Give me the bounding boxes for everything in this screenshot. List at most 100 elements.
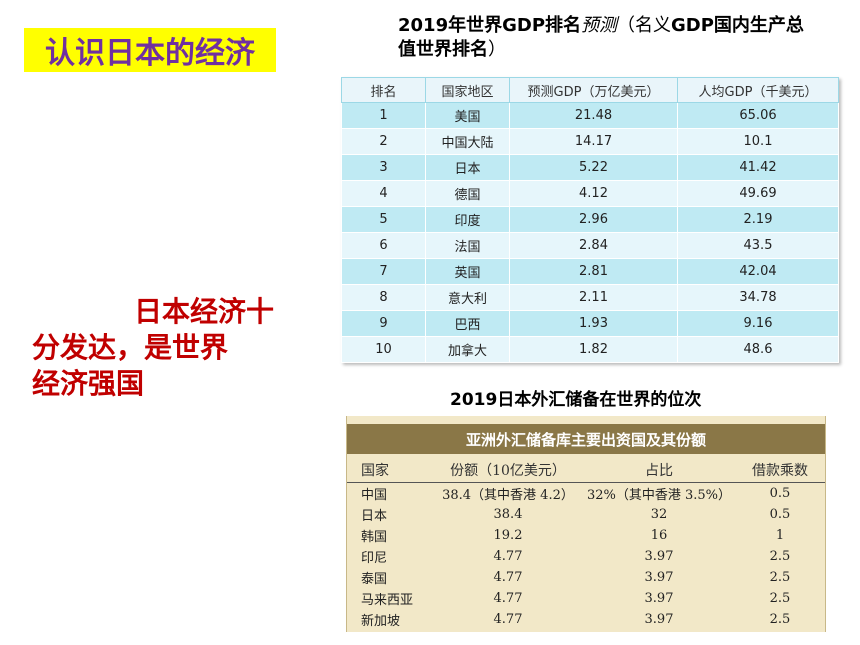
- table-cell: 新加坡: [361, 614, 401, 629]
- table-row: 10 加拿大 1.82 48.6: [341, 336, 839, 363]
- column-header: 预测GDP（万亿美元）: [509, 77, 678, 103]
- gdp-heading-part-3: GDP国内生产总值世界排名: [398, 15, 804, 60]
- table-cell: 4: [341, 180, 426, 207]
- column-header: 排名: [341, 77, 426, 103]
- table-row: 2 中国大陆 14.17 10.1: [341, 128, 839, 155]
- table-cell: 4.77: [493, 612, 523, 627]
- table-cell: 3.97: [644, 591, 674, 606]
- table-cell: 2.5: [769, 570, 791, 585]
- table-cell: 5.22: [509, 154, 678, 181]
- table-cell: 32%（其中香港 3.5%）: [586, 488, 732, 503]
- table-cell: 2.19: [677, 206, 839, 233]
- table-cell: 9.16: [677, 310, 839, 337]
- table-cell: 加拿大: [425, 336, 510, 363]
- table-cell: 2.5: [769, 591, 791, 606]
- table-cell: 中国: [361, 488, 388, 503]
- table-row: 1 美国 21.48 65.06: [341, 102, 839, 129]
- table-cell: 印尼: [361, 551, 388, 566]
- table-cell: 2.5: [769, 549, 791, 564]
- fx-table-heading: 2019日本外汇储备在世界的位次: [450, 390, 702, 410]
- table-cell: 5: [341, 206, 426, 233]
- table-cell: 2: [341, 128, 426, 155]
- table-row: 马来西亚 4.77 3.97 2.5: [347, 588, 825, 609]
- table-row: 8 意大利 2.11 34.78: [341, 284, 839, 311]
- table-cell: 泰国: [361, 572, 388, 587]
- table-cell: 4.77: [493, 549, 523, 564]
- table-cell: 2.81: [509, 258, 678, 285]
- gdp-heading-part-1: 2019年世界GDP排名: [398, 15, 582, 36]
- table-row: 3 日本 5.22 41.42: [341, 154, 839, 181]
- table-cell: 法国: [425, 232, 510, 259]
- table-cell: 3.97: [644, 570, 674, 585]
- table-header-row: 国家 份额（10亿美元） 占比 借款乘数: [347, 458, 825, 483]
- column-header: 份额（10亿美元）: [433, 458, 583, 483]
- table-row: 4 德国 4.12 49.69: [341, 180, 839, 207]
- table-cell: 美国: [425, 102, 510, 129]
- table-cell: 1.93: [509, 310, 678, 337]
- table-cell: 2.5: [769, 612, 791, 627]
- table-cell: 1: [341, 102, 426, 129]
- table-cell: 6: [341, 232, 426, 259]
- table-cell: 65.06: [677, 102, 839, 129]
- table-cell: 意大利: [425, 284, 510, 311]
- table-row: 9 巴西 1.93 9.16: [341, 310, 839, 337]
- table-cell: 43.5: [677, 232, 839, 259]
- table-cell: 41.42: [677, 154, 839, 181]
- column-header: 国家: [347, 458, 433, 483]
- table-cell: 1.82: [509, 336, 678, 363]
- table-cell: 日本: [361, 509, 388, 524]
- table-cell: 2.96: [509, 206, 678, 233]
- table-cell: 3.97: [644, 549, 674, 564]
- gdp-heading-italic: 预测: [581, 15, 618, 36]
- table-row: 5 印度 2.96 2.19: [341, 206, 839, 233]
- table-row: 7 英国 2.81 42.04: [341, 258, 839, 285]
- table-row: 韩国 19.2 16 1: [347, 525, 825, 546]
- table-cell: 1: [775, 528, 785, 543]
- table-cell: 21.48: [509, 102, 678, 129]
- gdp-heading-part-4: ）: [488, 39, 506, 60]
- column-header: 借款乘数: [735, 458, 825, 483]
- slogan-text: 日本经济十 分发达，是世界 经济强国: [32, 294, 274, 402]
- table-cell: 4.12: [509, 180, 678, 207]
- table-cell: 9: [341, 310, 426, 337]
- column-header: 人均GDP（千美元）: [677, 77, 839, 103]
- page-title: 认识日本的经济: [24, 28, 276, 72]
- table-cell: 32: [650, 507, 668, 522]
- table-cell: 巴西: [425, 310, 510, 337]
- slogan-line-2: 分发达，是世界: [32, 331, 229, 364]
- table-cell: 印度: [425, 206, 510, 233]
- gdp-table-heading: 2019年世界GDP排名预测（名义GDP国内生产总值世界排名）: [398, 14, 818, 62]
- table-cell: 德国: [425, 180, 510, 207]
- table-cell: 4.77: [493, 570, 523, 585]
- table-cell: 韩国: [361, 530, 388, 545]
- slogan-line-3: 经济强国: [32, 367, 145, 400]
- column-header: 国家地区: [425, 77, 510, 103]
- table-cell: 16: [650, 528, 668, 543]
- slogan-line-1: 日本经济十: [133, 295, 274, 328]
- table-cell: 3.97: [644, 612, 674, 627]
- table-cell: 马来西亚: [361, 593, 414, 608]
- table-cell: 7: [341, 258, 426, 285]
- table-cell: 10.1: [677, 128, 839, 155]
- table-cell: 0.5: [769, 486, 791, 501]
- table-row: 新加坡 4.77 3.97 2.5: [347, 609, 825, 630]
- table-cell: 中国大陆: [425, 128, 510, 155]
- table-cell: 2.84: [509, 232, 678, 259]
- table-cell: 48.6: [677, 336, 839, 363]
- table-cell: 49.69: [677, 180, 839, 207]
- table-row: 中国 38.4（其中香港 4.2） 32%（其中香港 3.5%） 0.5: [347, 483, 825, 505]
- table-cell: 14.17: [509, 128, 678, 155]
- table-cell: 19.2: [493, 528, 523, 543]
- column-header: 占比: [583, 458, 735, 483]
- table-cell: 10: [341, 336, 426, 363]
- fx-banner: 亚洲外汇储备库主要出资国及其份额: [347, 424, 825, 454]
- table-row: 印尼 4.77 3.97 2.5: [347, 546, 825, 567]
- table-cell: 42.04: [677, 258, 839, 285]
- table-row: 日本 38.4 32 0.5: [347, 504, 825, 525]
- gdp-ranking-table: 排名 国家地区 预测GDP（万亿美元） 人均GDP（千美元） 1 美国 21.48 6…: [341, 77, 839, 363]
- table-row: 6 法国 2.84 43.5: [341, 232, 839, 259]
- fx-reserve-table: 国家 份额（10亿美元） 占比 借款乘数 中国 38.4（其中香港 4.2） 32%…: [347, 458, 825, 630]
- table-cell: 4.77: [493, 591, 523, 606]
- table-cell: 38.4（其中香港 4.2）: [442, 488, 574, 503]
- table-cell: 2.11: [509, 284, 678, 311]
